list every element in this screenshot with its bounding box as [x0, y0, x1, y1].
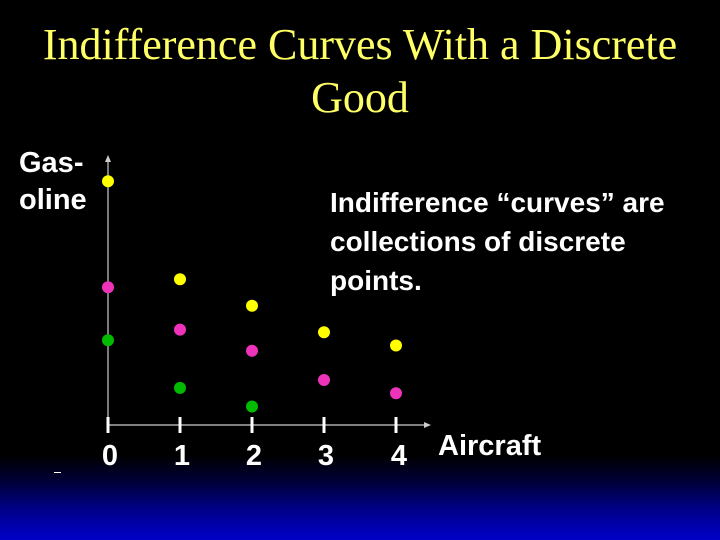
x-tick-label: 4 — [391, 440, 407, 472]
data-point-series-2 — [390, 387, 402, 400]
data-point-series-1 — [246, 299, 258, 312]
data-point-series-2 — [318, 373, 330, 386]
data-point-series-2 — [102, 281, 114, 294]
x-axis-arrow — [424, 422, 431, 428]
data-points — [102, 175, 402, 413]
data-point-series-3 — [246, 400, 258, 413]
x-tick-label: 0 — [102, 440, 118, 472]
x-tick-label: 2 — [246, 440, 262, 472]
y-axis-arrow — [105, 155, 111, 162]
axes — [105, 155, 431, 428]
data-point-series-1 — [390, 339, 402, 352]
annotation-text: Indifference “curves” are collections of… — [330, 187, 665, 296]
x-tick-label: 3 — [318, 440, 334, 472]
y-axis-label: Gas- oline — [19, 147, 87, 216]
data-point-series-1 — [318, 326, 330, 339]
page-title: Indifference Curves With a Discrete Good — [42, 20, 678, 122]
data-point-series-3 — [174, 381, 186, 394]
data-point-series-1 — [174, 273, 186, 286]
x-tick-label: 1 — [174, 440, 190, 472]
data-point-series-1 — [102, 175, 114, 188]
data-point-series-2 — [246, 344, 258, 357]
slide-marker — [54, 472, 61, 473]
x-tick-labels: 0 1 2 3 4 — [102, 417, 407, 472]
data-point-series-3 — [102, 334, 114, 347]
data-point-series-2 — [174, 323, 186, 336]
x-axis-label: Aircraft — [438, 430, 542, 462]
